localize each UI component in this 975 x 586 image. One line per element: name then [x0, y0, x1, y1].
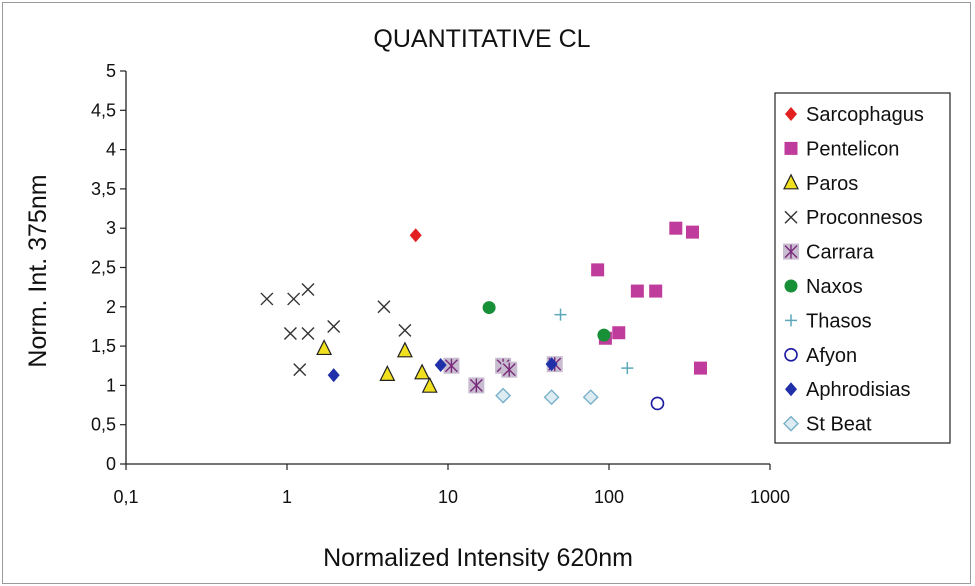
x-tick-label: 10	[438, 487, 458, 507]
y-tick-label: 0,5	[91, 415, 116, 435]
point-paros	[414, 363, 431, 380]
scatter-chart: QUANTITATIVE CL 0 0,5 1 1,5 2 2,5 3 3,5 4 4,5 5 0,…	[24, 25, 951, 572]
point-paros	[396, 341, 413, 358]
point-proconnesos	[287, 292, 301, 306]
legend-marker-carrara	[783, 243, 799, 260]
legend-label-aphrodisias: Aphrodisias	[806, 379, 911, 401]
point-st-beat	[582, 389, 599, 406]
point-naxos	[597, 328, 611, 342]
x-tick-label: 0,1	[113, 487, 138, 507]
point-aphrodisias	[327, 368, 340, 383]
legend-marker-naxos	[784, 279, 798, 293]
point-pentelicon	[649, 284, 663, 298]
point-paros	[379, 365, 396, 381]
point-sarcophagus	[409, 228, 422, 243]
chart-title: QUANTITATIVE CL	[373, 25, 590, 53]
point-pentelicon	[693, 361, 707, 375]
point-pentelicon	[669, 221, 683, 235]
x-axis-title: Normalized Intensity 620nm	[323, 544, 633, 572]
legend-marker-paros	[783, 173, 799, 190]
legend-label-paros: Paros	[806, 173, 858, 195]
legend-marker-st-beat	[783, 415, 799, 432]
y-tick-label: 3,5	[91, 179, 116, 199]
point-proconnesos	[301, 283, 315, 297]
x-tick-label: 1000	[750, 487, 790, 507]
point-carrara	[468, 377, 485, 394]
legend-label-thasos: Thasos	[806, 310, 872, 332]
legend-label-afyon: Afyon	[806, 345, 857, 367]
legend-label-proconnesos: Proconnesos	[806, 207, 923, 229]
x-tick-label: 1	[282, 487, 292, 507]
point-pentelicon	[591, 263, 605, 277]
point-pentelicon	[685, 225, 699, 239]
x-tick-label: 100	[594, 487, 624, 507]
point-proconnesos	[398, 323, 412, 337]
y-ticks: 0 0,5 1 1,5 2 2,5 3 3,5 4 4,5 5	[91, 61, 126, 474]
legend-marker-thasos	[785, 314, 797, 327]
x-ticks: 0,1 1 10 100 1000	[113, 464, 790, 507]
point-thasos	[621, 362, 634, 375]
y-axis-title: Norm. Int. 375nm	[24, 174, 52, 367]
legend-marker-sarcophagus	[785, 107, 797, 121]
point-pentelicon	[630, 284, 644, 298]
y-tick-label: 2,5	[91, 258, 116, 278]
y-tick-label: 1	[106, 375, 116, 395]
point-proconnesos	[327, 319, 341, 333]
y-tick-label: 0	[106, 454, 116, 474]
legend-label-st-beat: St Beat	[806, 414, 872, 436]
point-proconnesos	[283, 327, 297, 341]
point-st-beat	[495, 387, 512, 404]
y-tick-label: 4	[106, 140, 116, 160]
point-thasos	[554, 308, 567, 321]
y-tick-label: 3	[106, 218, 116, 238]
y-tick-label: 2	[106, 297, 116, 317]
legend-label-pentelicon: Pentelicon	[806, 138, 899, 160]
legend-label-naxos: Naxos	[806, 276, 863, 298]
point-aphrodisias	[545, 357, 558, 372]
point-pentelicon	[612, 326, 626, 340]
y-tick-label: 5	[106, 61, 116, 81]
legend-marker-aphrodisias	[785, 382, 797, 397]
y-tick-label: 4,5	[91, 100, 116, 120]
point-proconnesos	[293, 363, 307, 377]
point-carrara	[443, 357, 460, 374]
legend-marker-pentelicon	[784, 141, 798, 155]
legend-marker-afyon	[784, 347, 798, 362]
point-afyon	[650, 396, 665, 411]
point-paros	[421, 376, 438, 393]
legend-label-carrara: Carrara	[806, 242, 875, 264]
legend: Sarcophagus Pentelicon Paros Proconnesos Car…	[774, 92, 951, 444]
point-aphrodisias	[434, 357, 447, 372]
point-proconnesos	[301, 327, 315, 341]
y-tick-label: 1,5	[91, 336, 116, 356]
point-st-beat	[543, 389, 560, 406]
axes	[125, 71, 770, 465]
legend-box	[774, 92, 951, 444]
point-paros	[316, 339, 333, 356]
point-carrara	[501, 361, 518, 378]
point-naxos	[482, 301, 496, 315]
legend-label-sarcophagus: Sarcophagus	[806, 104, 924, 126]
legend-marker-proconnesos	[784, 210, 798, 224]
data-points	[260, 221, 707, 411]
point-proconnesos	[377, 300, 391, 314]
point-proconnesos	[260, 292, 274, 306]
